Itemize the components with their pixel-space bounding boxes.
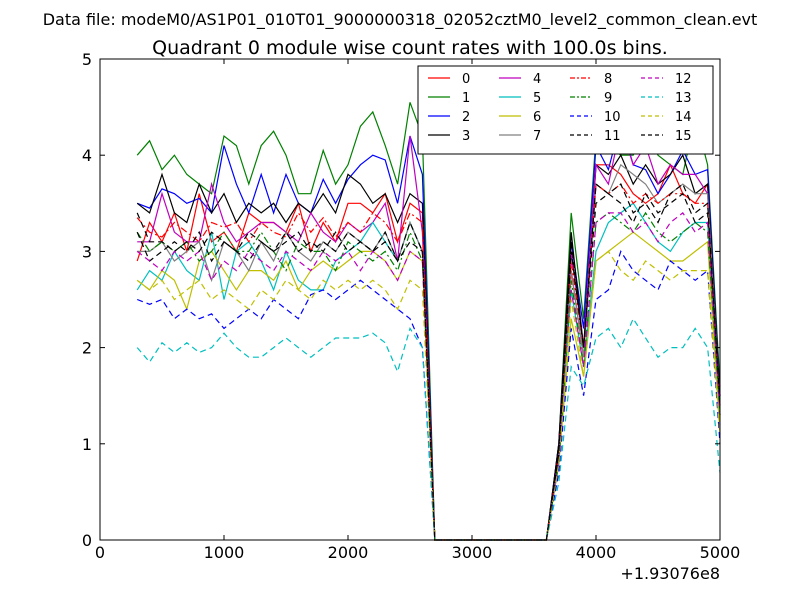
legend-label: 10 [604,110,621,125]
legend-label: 8 [604,72,612,87]
series-line-14 [136,250,721,541]
legend-box [417,65,714,155]
legend-label: 15 [675,129,692,144]
legend-label: 4 [533,72,541,87]
x-tick-label: 0 [95,543,105,562]
chart-title: Quadrant 0 module wise count rates with … [152,37,668,59]
series-line-13 [136,317,721,541]
legend-label: 2 [462,110,470,125]
y-tick-label: 5 [82,50,92,69]
x-tick-label: 5000 [700,543,741,562]
x-tick-label: 2000 [328,543,369,562]
legend-label: 13 [675,91,692,106]
legend-label: 14 [675,110,692,125]
legend-label: 5 [533,91,541,106]
x-tick-label: 3000 [452,543,493,562]
legend-label: 3 [462,129,470,144]
legend-label: 11 [604,129,621,144]
legend-label: 1 [462,91,470,106]
series-line-12 [136,212,721,541]
series-line-15 [136,182,721,541]
y-tick-label: 1 [82,435,92,454]
y-tick-label: 3 [82,242,92,261]
legend-label: 6 [533,110,541,125]
x-tick-label: 4000 [576,543,617,562]
series-line-1 [136,102,721,541]
plot-frame [99,58,721,541]
y-tick-label: 4 [82,146,92,165]
legend-label: 9 [604,91,612,106]
legend-label: 0 [462,72,470,87]
x-offset-label: +1.93076e8 [620,564,720,583]
x-tick-label: 1000 [204,543,245,562]
figure-suptitle: Data file: modeM0/AS1P01_010T01_90000003… [43,10,758,30]
legend-label: 7 [533,129,541,144]
y-tick-label: 0 [82,531,92,550]
series-line-8 [136,182,721,541]
legend-label: 12 [675,72,692,87]
series-layer [136,102,721,541]
y-tick-label: 2 [82,339,92,358]
